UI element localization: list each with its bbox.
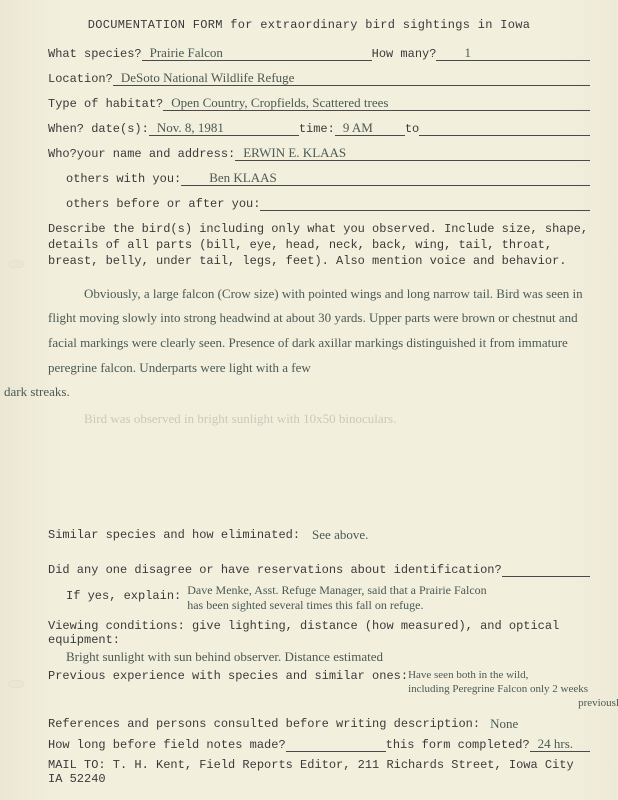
label-ifyes: If yes, explain:: [66, 583, 181, 603]
field-howlong: [286, 737, 386, 752]
value-similar: See above.: [308, 528, 368, 542]
blank-space: [48, 438, 590, 528]
row-habitat: Type of habitat? Open Country, Cropfield…: [48, 96, 590, 111]
row-species: What species? Prairie Falcon How many? 1: [48, 46, 590, 61]
label-formcomp: this form completed?: [386, 738, 530, 752]
label-who: Who?your name and address:: [48, 147, 235, 161]
documentation-form-page: DOCUMENTATION FORM for extraordinary bir…: [0, 0, 618, 800]
field-others-before: [260, 196, 590, 211]
value-time: 9 AM: [339, 121, 373, 135]
value-howmany: 1: [460, 46, 471, 60]
label-viewing: Viewing conditions: give lighting, dista…: [48, 619, 590, 647]
describe-block: Describe the bird(s) including only what…: [48, 221, 590, 432]
value-viewing: Bright sunlight with sun behind observer…: [48, 650, 590, 664]
label-howmany: How many?: [372, 47, 437, 61]
row-others-with: others with you: Ben KLAAS: [48, 171, 590, 186]
value-who: ERWIN E. KLAAS: [239, 146, 346, 160]
row-location: Location? DeSoto National Wildlife Refug…: [48, 71, 590, 86]
row-prev-exp: Previous experience with species and sim…: [48, 669, 590, 710]
label-prev-exp: Previous experience with species and sim…: [48, 669, 408, 683]
row-ifyes: If yes, explain: Dave Menke, Asst. Refug…: [48, 583, 590, 613]
value-date: Nov. 8, 1981: [153, 121, 224, 135]
field-others-with: Ben KLAAS: [181, 171, 590, 186]
value-prev-exp: Have seen both in the wild, including Pe…: [408, 669, 618, 710]
row-howlong: How long before field notes made? this f…: [48, 737, 590, 752]
label-howlong: How long before field notes made?: [48, 738, 286, 752]
value-formcomp: 24 hrs.: [534, 737, 573, 751]
field-who: ERWIN E. KLAAS: [235, 146, 590, 161]
desc-tail: dark streaks.: [48, 380, 590, 405]
value-others-with: Ben KLAAS: [205, 171, 277, 185]
label-location: Location?: [48, 72, 113, 86]
field-to: [419, 121, 590, 136]
value-description-faint: Bird was observed in bright sunlight wit…: [48, 407, 590, 432]
label-others-with: others with you:: [66, 172, 181, 186]
row-when: When? date(s): Nov. 8, 1981 time: 9 AM t…: [48, 121, 590, 136]
field-date: Nov. 8, 1981: [149, 121, 299, 136]
field-formcomp: 24 hrs.: [530, 737, 590, 752]
value-refs: None: [486, 717, 518, 731]
label-when: When? date(s):: [48, 122, 149, 136]
label-habitat: Type of habitat?: [48, 97, 163, 111]
ifyes-line1: Dave Menke, Asst. Refuge Manager, said t…: [187, 583, 486, 597]
row-disagree: Did any one disagree or have reservation…: [48, 562, 590, 577]
field-location: DeSoto National Wildlife Refuge: [113, 71, 590, 86]
row-who: Who?your name and address: ERWIN E. KLAA…: [48, 146, 590, 161]
prevexp-line1: Have seen both in the wild,: [408, 669, 528, 681]
punch-hole: [8, 260, 24, 268]
label-refs: References and persons consulted before …: [48, 717, 480, 731]
field-disagree: [502, 562, 590, 577]
ifyes-line2: has been sighted several times this fall…: [187, 598, 423, 612]
label-to: to: [405, 122, 419, 136]
row-similar: Similar species and how eliminated: See …: [48, 528, 590, 542]
mail-to-line: MAIL TO: T. H. Kent, Field Reports Edito…: [48, 758, 590, 786]
field-howmany: 1: [436, 46, 590, 61]
prevexp-line3: previously.: [408, 697, 618, 709]
row-refs: References and persons consulted before …: [48, 717, 590, 731]
value-location: DeSoto National Wildlife Refuge: [117, 71, 295, 85]
row-others-before: others before or after you:: [48, 196, 590, 211]
label-others-before: others before or after you:: [66, 197, 260, 211]
prevexp-line2: including Peregrine Falcon only 2 weeks: [408, 683, 588, 695]
field-species: Prairie Falcon: [142, 46, 372, 61]
label-describe: Describe the bird(s) including only what…: [48, 221, 590, 270]
label-species: What species?: [48, 47, 142, 61]
value-ifyes: Dave Menke, Asst. Refuge Manager, said t…: [187, 583, 486, 613]
field-time: 9 AM: [335, 121, 405, 136]
value-species: Prairie Falcon: [146, 46, 223, 60]
field-habitat: Open Country, Cropfields, Scattered tree…: [163, 96, 590, 111]
punch-hole: [8, 680, 24, 688]
row-viewing: Viewing conditions: give lighting, dista…: [48, 619, 590, 664]
form-title: DOCUMENTATION FORM for extraordinary bir…: [28, 18, 590, 32]
label-similar: Similar species and how eliminated:: [48, 528, 300, 542]
value-habitat: Open Country, Cropfields, Scattered tree…: [167, 96, 388, 110]
desc-body: Obviously, a large falcon (Crow size) wi…: [48, 286, 583, 375]
label-time: time:: [299, 122, 335, 136]
value-description: Obviously, a large falcon (Crow size) wi…: [48, 282, 590, 405]
label-disagree: Did any one disagree or have reservation…: [48, 563, 502, 577]
